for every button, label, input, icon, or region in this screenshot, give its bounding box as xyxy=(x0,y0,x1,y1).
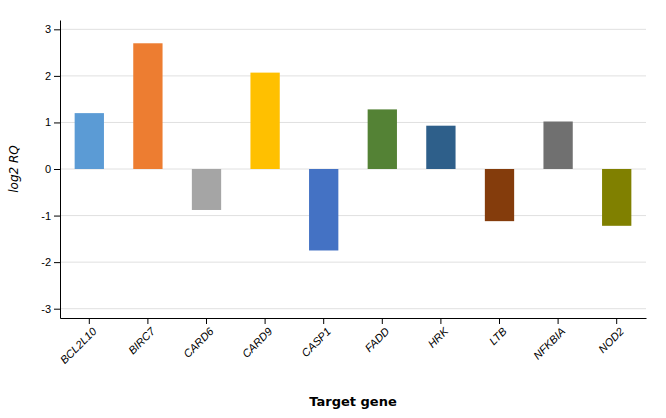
y-tick: 3 xyxy=(45,23,60,35)
x-tick: BCL2L10 xyxy=(58,318,100,366)
y-tick-mark xyxy=(54,76,60,77)
x-tick-label: BIRC7 xyxy=(126,324,158,356)
y-tick-mark xyxy=(54,169,60,170)
x-tick-label: NOD2 xyxy=(596,325,626,355)
y-axis-line xyxy=(60,21,61,319)
x-tick: FADD xyxy=(363,318,392,354)
x-tick-label: CASP1 xyxy=(299,325,333,359)
x-tick-mark xyxy=(499,318,500,324)
y-tick-mark xyxy=(54,29,60,30)
bar xyxy=(485,169,514,221)
y-tick-label: -1 xyxy=(41,210,51,222)
x-tick: NFKBIA xyxy=(531,318,568,362)
x-tick: NOD2 xyxy=(596,318,626,355)
x-tick-mark xyxy=(206,318,207,324)
x-axis: BCL2L10 BIRC7 CARD6 CARD9 CASP1 FADD HRK LTB NFK… xyxy=(58,318,647,366)
x-tick-mark xyxy=(558,318,559,324)
x-tick-mark xyxy=(89,318,90,324)
y-tick: -3 xyxy=(41,303,60,315)
y-tick-mark xyxy=(54,309,60,310)
y-tick-mark xyxy=(54,122,60,123)
y-tick-label: 0 xyxy=(45,163,51,175)
x-tick-mark xyxy=(323,318,324,324)
chart: -3 -2 -1 0 1 2 3 BCL2L10 BIRC7 CARD6 CARD9 CASP1 FAD… xyxy=(0,0,666,418)
y-axis-title: log2 RQ xyxy=(7,145,21,193)
bar xyxy=(192,169,221,210)
y-tick: 1 xyxy=(45,116,60,128)
bar xyxy=(426,126,455,169)
x-tick-label: CARD9 xyxy=(240,325,275,360)
bar xyxy=(250,73,279,169)
x-tick-mark xyxy=(382,318,383,324)
y-tick-label: -2 xyxy=(41,256,51,268)
y-tick-mark xyxy=(54,216,60,217)
y-tick-mark xyxy=(54,262,60,263)
y-tick-label: 1 xyxy=(45,116,51,128)
grid xyxy=(60,29,646,308)
x-tick: LTB xyxy=(487,318,509,347)
x-tick: CARD9 xyxy=(240,318,275,360)
grid-line xyxy=(60,308,646,309)
x-tick-label: NFKBIA xyxy=(531,325,568,362)
x-tick-mark xyxy=(616,318,617,324)
grid-line xyxy=(60,215,646,216)
x-tick-label: FADD xyxy=(363,325,392,354)
bars xyxy=(75,43,632,250)
x-tick-label: LTB xyxy=(487,325,509,347)
bar xyxy=(309,169,338,250)
plot: -3 -2 -1 0 1 2 3 BCL2L10 BIRC7 CARD6 CARD9 CASP1 FAD… xyxy=(41,21,646,366)
x-tick-mark xyxy=(440,318,441,324)
x-tick: CASP1 xyxy=(299,318,333,359)
grid-line xyxy=(60,29,646,30)
bar xyxy=(368,109,397,169)
x-tick-mark xyxy=(265,318,266,324)
y-tick-label: -3 xyxy=(41,303,51,315)
x-axis-title: Target gene xyxy=(309,394,397,409)
x-tick-label: HRK xyxy=(425,325,450,350)
y-tick-label: 2 xyxy=(45,70,51,82)
y-tick: 0 xyxy=(45,163,60,175)
y-tick: 2 xyxy=(45,70,60,82)
x-tick: BIRC7 xyxy=(126,318,158,356)
x-tick-label: CARD6 xyxy=(181,324,216,359)
x-tick: HRK xyxy=(425,318,450,350)
grid-line xyxy=(60,262,646,263)
x-tick-mark xyxy=(147,318,148,324)
y-tick: -2 xyxy=(41,256,60,268)
y-axis: -3 -2 -1 0 1 2 3 xyxy=(41,21,60,319)
x-tick-label: BCL2L10 xyxy=(58,324,100,366)
y-tick: -1 xyxy=(41,210,60,222)
bar xyxy=(133,43,162,169)
bar xyxy=(602,169,631,226)
bar xyxy=(75,113,104,169)
x-tick: CARD6 xyxy=(181,318,216,360)
bar xyxy=(543,122,572,169)
y-tick-label: 3 xyxy=(45,23,51,35)
